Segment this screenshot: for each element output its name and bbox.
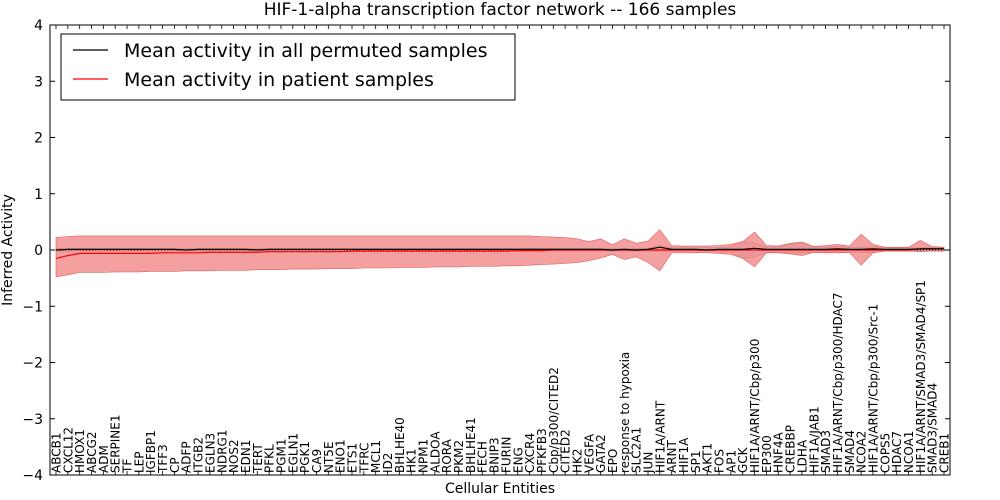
x-tick-label: SMAD4 bbox=[843, 430, 857, 473]
x-tick-label: SMAD3/SMAD4 bbox=[926, 383, 940, 473]
x-tick-label: ADFP bbox=[180, 441, 194, 473]
x-tick-label: ENG bbox=[511, 447, 525, 473]
x-tick-label: PFKL bbox=[263, 444, 277, 473]
x-tick-label: VEGFA bbox=[582, 433, 596, 473]
x-tick-label: PGK1 bbox=[298, 441, 312, 473]
x-tick-label: ADM bbox=[97, 445, 111, 473]
chart-title: HIF-1-alpha transcription factor network… bbox=[264, 0, 737, 20]
x-tick-label: ALDOA bbox=[428, 431, 442, 473]
x-tick-label: LDHA bbox=[795, 439, 809, 473]
x-tick-label: EDN1 bbox=[239, 440, 253, 473]
x-tick-label: FURIN bbox=[499, 436, 513, 473]
x-tick-label: HK2 bbox=[571, 448, 585, 473]
legend: Mean activity in all permuted samples Me… bbox=[60, 33, 516, 101]
x-tick-label: GCK bbox=[736, 446, 750, 473]
x-tick-label: HK1 bbox=[405, 448, 419, 473]
patient-band bbox=[55, 229, 945, 278]
x-tick-label: MCL1 bbox=[369, 440, 383, 473]
y-tick-label: 3 bbox=[34, 74, 43, 90]
x-tick-label: EGLN3 bbox=[203, 433, 217, 473]
x-tick-label: SP1 bbox=[689, 451, 703, 474]
x-tick-label: ARNT bbox=[665, 439, 679, 473]
x-tick-label: ID2 bbox=[381, 453, 395, 473]
x-tick-label: NT5E bbox=[322, 441, 336, 473]
x-tick-label: PKM2 bbox=[452, 440, 466, 473]
x-tick-label: TERT bbox=[251, 443, 265, 474]
x-tick-label: BNIP3 bbox=[488, 437, 502, 473]
x-tick-label: TF bbox=[121, 459, 135, 474]
x-tick-label: ENO1 bbox=[334, 439, 348, 473]
x-tick-label: HNF4A bbox=[772, 431, 786, 473]
x-tick-label: HMOX1 bbox=[73, 429, 87, 473]
x-tick-label: ABCB1 bbox=[50, 433, 64, 473]
x-tick-label: RORA bbox=[440, 438, 454, 473]
legend-label-patient: Mean activity in patient samples bbox=[124, 69, 434, 91]
x-tick-label: HIF1A bbox=[677, 437, 691, 473]
x-tick-label: BHLHE41 bbox=[464, 417, 478, 473]
x-tick-label: TFF3 bbox=[156, 444, 170, 474]
x-tick-label: NDRG1 bbox=[215, 430, 229, 474]
x-tick-label: HIF1A/ARNT/Cbp/p300/Src-1 bbox=[867, 304, 881, 473]
x-axis-label: Cellular Entities bbox=[445, 481, 555, 497]
x-tick-label: Cbp/p300/CITED2 bbox=[547, 367, 561, 473]
y-tick-label: 0 bbox=[34, 243, 43, 259]
x-tick-label: SLC2A1 bbox=[630, 427, 644, 473]
x-tick-label: HIF1A/JAB1 bbox=[807, 406, 821, 473]
x-tick-label: CREB1 bbox=[938, 433, 952, 473]
permuted-mean-line bbox=[55, 246, 944, 251]
x-tick-label: JUN bbox=[642, 452, 656, 474]
x-tick-label: NOS2 bbox=[227, 439, 241, 473]
x-tick-label: CITED2 bbox=[559, 429, 573, 473]
x-tick-label: HDAC7 bbox=[890, 431, 904, 473]
x-tick-label: TFRC bbox=[357, 443, 371, 474]
x-tick-label: AKT1 bbox=[701, 443, 715, 473]
x-tick-label: PFKFB3 bbox=[535, 428, 549, 473]
x-tick-label: HIF1A/ARNT/Cbp/p300/HDAC7 bbox=[831, 292, 845, 473]
x-tick-label: EGLN1 bbox=[286, 433, 300, 473]
x-tick-label: ITGB2 bbox=[192, 437, 206, 473]
x-tick-label: ABCG2 bbox=[85, 431, 99, 473]
x-tick-label: EP300 bbox=[760, 435, 774, 473]
x-tick-label: SMAD3 bbox=[819, 430, 833, 473]
x-tick-label: SERPINE1 bbox=[109, 414, 123, 473]
x-tick-label: EPO bbox=[606, 449, 620, 473]
y-tick-label: 2 bbox=[34, 131, 43, 147]
x-tick-label: CP bbox=[168, 457, 182, 473]
x-tick-label: CXCR4 bbox=[523, 433, 537, 473]
plot-area: −4 −3 −2 −1 0 1 2 3 4 ABCB1CXCL12HMOX1ABCG2ADMSER… bbox=[22, 18, 951, 484]
x-tick-label: NCOA1 bbox=[902, 431, 916, 473]
x-tick-label: HIF1A/ARNT/SMAD3/SMAD4/SP1 bbox=[914, 280, 928, 473]
x-tick-label: NPM1 bbox=[417, 439, 431, 473]
x-tick-label: HIF1A/ARNT bbox=[653, 400, 667, 473]
legend-label-permuted: Mean activity in all permuted samples bbox=[124, 40, 487, 62]
x-tick-label: PGM1 bbox=[275, 438, 289, 473]
y-axis-label: Inferred Activity bbox=[0, 194, 16, 306]
legend-frame bbox=[60, 33, 516, 101]
x-tick-label: COPS5 bbox=[878, 433, 892, 473]
x-tick-label: HIF1A/ARNT/Cbp/p300 bbox=[748, 339, 762, 473]
x-tick-label: FECH bbox=[476, 441, 490, 473]
x-tick-label: CREBBP bbox=[784, 425, 798, 473]
x-tick-label: CA9 bbox=[310, 449, 324, 473]
y-tick-label: −3 bbox=[22, 412, 43, 428]
x-tick-label: NCOA2 bbox=[855, 431, 869, 473]
y-tick-label: −1 bbox=[22, 299, 43, 315]
x-tick-label: LEP bbox=[132, 451, 146, 473]
x-tick-label: FOS bbox=[713, 449, 727, 473]
x-tick-label: GATA2 bbox=[594, 434, 608, 473]
y-tick-label: 1 bbox=[34, 187, 43, 203]
y-tick-label: −2 bbox=[22, 356, 43, 372]
x-tick-label: BHLHE40 bbox=[393, 417, 407, 473]
x-tick-label: AP1 bbox=[724, 450, 738, 473]
y-tick-label: 4 bbox=[34, 18, 43, 34]
x-tick-label: ETS1 bbox=[346, 443, 360, 473]
x-tick-label: response to hypoxia bbox=[618, 352, 632, 473]
x-tick-label: CXCL12 bbox=[61, 427, 75, 473]
y-tick-label: −4 bbox=[22, 468, 43, 484]
x-tick-label: IGFBP1 bbox=[144, 430, 158, 473]
